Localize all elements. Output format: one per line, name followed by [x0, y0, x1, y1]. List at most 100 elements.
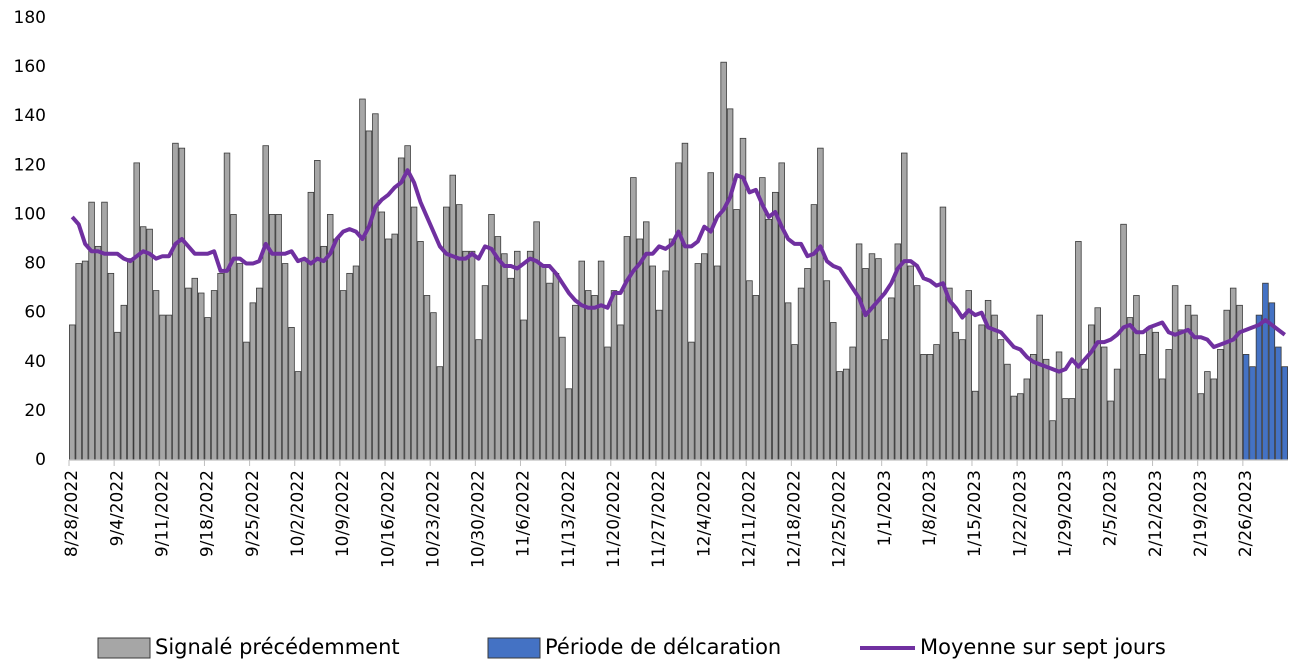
x-tick-label: 9/18/2022 — [198, 470, 218, 557]
bar — [1152, 331, 1160, 461]
y-tick-label: 40 — [24, 352, 46, 372]
bar — [481, 285, 489, 461]
bar — [94, 245, 102, 461]
bar — [1223, 309, 1230, 461]
bar — [797, 287, 805, 461]
bar — [307, 191, 315, 461]
bar — [971, 390, 979, 461]
bar — [152, 290, 160, 461]
bar — [391, 233, 398, 461]
bar — [830, 322, 837, 461]
bar — [920, 354, 927, 461]
line — [70, 168, 1286, 374]
y-tick-label: 160 — [14, 57, 46, 77]
bar — [133, 162, 140, 461]
bar — [733, 209, 740, 461]
bar — [114, 331, 121, 461]
bar — [720, 61, 727, 461]
x-tick-label: 10/9/2022 — [333, 470, 353, 557]
bar — [630, 177, 637, 461]
bar — [597, 260, 605, 461]
bar — [139, 226, 147, 461]
bar — [159, 314, 166, 461]
bar — [533, 221, 540, 461]
bar — [617, 324, 624, 461]
bar — [939, 206, 947, 461]
bar — [1068, 398, 1076, 461]
bar — [965, 290, 972, 461]
bar — [372, 113, 379, 461]
bar — [1017, 393, 1024, 461]
bar — [1062, 398, 1069, 461]
bar — [875, 258, 882, 461]
x-tick-label: 12/11/2022 — [739, 470, 759, 568]
bar — [1229, 287, 1237, 461]
x-tick-label: 10/2/2022 — [288, 470, 308, 557]
bar — [823, 280, 831, 461]
x-tick-label: 1/22/2023 — [1010, 470, 1030, 557]
bar — [662, 270, 669, 461]
bar — [675, 162, 682, 461]
bar — [746, 280, 753, 461]
bar — [572, 304, 579, 461]
x-tick-label: 12/4/2022 — [694, 470, 714, 557]
bar — [907, 265, 914, 461]
bar — [430, 312, 437, 461]
bar — [1107, 400, 1114, 461]
bar — [1075, 241, 1082, 461]
bar — [443, 206, 450, 461]
bar — [1275, 346, 1282, 461]
bar — [101, 201, 108, 461]
y-tick-label: 180 — [14, 8, 46, 28]
bar — [301, 258, 308, 461]
x-tick-label: 10/30/2022 — [469, 470, 489, 568]
x-tick-label: 12/18/2022 — [785, 470, 805, 568]
bar — [249, 302, 257, 461]
bar — [1178, 329, 1185, 461]
bar — [842, 368, 850, 461]
legend-swatch — [97, 637, 151, 659]
bar — [256, 287, 263, 461]
bar — [1242, 354, 1250, 461]
x-tick-label: 2/19/2023 — [1191, 470, 1211, 557]
x-tick-label: 9/11/2022 — [153, 470, 173, 557]
bar — [1081, 368, 1089, 461]
bar — [81, 260, 89, 461]
bar — [759, 177, 766, 461]
y-tick-label: 80 — [24, 254, 46, 274]
bar — [1159, 378, 1166, 461]
bar — [726, 108, 734, 461]
bar — [352, 265, 360, 461]
bar — [913, 285, 921, 461]
bar — [1100, 346, 1108, 461]
bar — [604, 346, 611, 461]
bar — [359, 98, 366, 461]
bar — [69, 324, 76, 461]
bar — [765, 218, 773, 461]
bar — [1210, 378, 1218, 461]
bar — [681, 142, 689, 461]
bar — [791, 344, 798, 461]
bar — [436, 366, 444, 461]
bar — [565, 388, 573, 461]
bar — [1281, 366, 1289, 461]
bar — [991, 314, 998, 461]
bar — [855, 243, 863, 461]
bar — [978, 324, 985, 461]
bar — [520, 319, 527, 461]
bar — [462, 250, 469, 461]
bar — [262, 145, 269, 461]
bar — [701, 253, 708, 461]
bar — [610, 290, 618, 461]
bar — [210, 290, 218, 461]
bar — [1049, 420, 1056, 461]
bar — [804, 268, 811, 461]
x-tick-label: 11/13/2022 — [559, 470, 579, 568]
bar — [752, 295, 760, 461]
x-tick-label: 1/29/2023 — [1055, 470, 1075, 557]
bar — [1255, 314, 1263, 461]
bar — [165, 314, 173, 461]
bar — [1042, 358, 1050, 461]
bar — [204, 317, 211, 461]
bar — [127, 258, 134, 461]
